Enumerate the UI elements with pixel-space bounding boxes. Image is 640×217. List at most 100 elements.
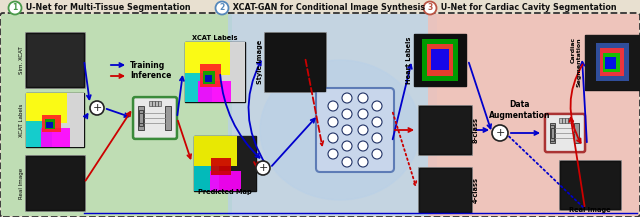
Text: Heart Labels: Heart Labels [406, 36, 412, 84]
Text: XCAT Labels: XCAT Labels [192, 35, 237, 41]
Circle shape [342, 93, 352, 103]
Text: XCAT-GAN for Conditional Image Synthesis: XCAT-GAN for Conditional Image Synthesis [230, 3, 425, 13]
Bar [166, 110, 170, 126]
Bar [200, 64, 221, 87]
Bar [419, 168, 471, 212]
Circle shape [342, 141, 352, 151]
Bar [600, 48, 624, 76]
Text: Style Image: Style Image [257, 40, 263, 84]
Text: Data
Augmentation: Data Augmentation [489, 100, 551, 120]
FancyBboxPatch shape [316, 88, 394, 172]
Bar [422, 39, 458, 81]
Text: +: + [495, 128, 505, 138]
Bar [584, 35, 639, 89]
Circle shape [372, 133, 382, 143]
Circle shape [358, 93, 368, 103]
Circle shape [342, 109, 352, 119]
Bar [26, 93, 84, 147]
Circle shape [256, 161, 270, 175]
Bar [45, 122, 52, 128]
Circle shape [358, 109, 368, 119]
Bar [414, 34, 466, 86]
Circle shape [424, 2, 436, 15]
Bar [419, 106, 471, 154]
FancyBboxPatch shape [228, 14, 437, 216]
Text: 3: 3 [428, 3, 433, 13]
Bar [568, 118, 571, 123]
Bar [45, 120, 55, 129]
Bar [575, 125, 579, 141]
Bar [194, 166, 219, 191]
Circle shape [358, 125, 368, 135]
Bar [26, 93, 84, 147]
Bar [418, 105, 472, 155]
Text: XCAT Labels: XCAT Labels [19, 103, 24, 137]
Bar [264, 32, 326, 92]
Bar [427, 44, 453, 76]
Bar [562, 118, 565, 123]
Text: Cardiac
Segmentation: Cardiac Segmentation [572, 37, 582, 87]
Bar [155, 101, 158, 107]
Circle shape [216, 2, 228, 15]
Bar [205, 75, 212, 82]
Bar [559, 118, 562, 123]
Ellipse shape [260, 60, 420, 200]
Text: Predicted Map: Predicted Map [198, 189, 252, 195]
Bar [265, 33, 325, 91]
Circle shape [372, 117, 382, 127]
Text: 1: 1 [12, 3, 18, 13]
Text: U-Net for Multi-Tissue Segmentation: U-Net for Multi-Tissue Segmentation [23, 3, 191, 13]
Bar [194, 135, 256, 191]
Bar [431, 49, 449, 70]
Circle shape [342, 157, 352, 167]
Text: Inference: Inference [130, 71, 172, 81]
Bar [185, 42, 230, 75]
Bar [25, 155, 85, 211]
Bar [211, 158, 231, 175]
Bar [139, 110, 143, 126]
Bar [595, 43, 628, 81]
Circle shape [358, 141, 368, 151]
Bar [194, 135, 237, 166]
Bar [26, 93, 67, 123]
Bar [209, 171, 241, 191]
Circle shape [342, 125, 352, 135]
Bar [551, 128, 554, 138]
Bar [605, 57, 616, 69]
Bar [560, 161, 620, 209]
Bar [26, 121, 52, 147]
Text: Sim. XCAT: Sim. XCAT [19, 46, 24, 74]
Bar [418, 167, 472, 213]
Bar [148, 101, 152, 107]
Bar [42, 115, 61, 132]
Bar [165, 107, 171, 130]
Bar [185, 42, 245, 102]
FancyBboxPatch shape [1, 14, 232, 216]
Bar [604, 53, 620, 72]
Text: Training: Training [130, 61, 165, 69]
Circle shape [90, 101, 104, 115]
Text: 2: 2 [220, 3, 225, 13]
Circle shape [492, 125, 508, 141]
Text: +: + [92, 103, 102, 113]
Circle shape [328, 149, 338, 159]
Bar [158, 101, 161, 107]
Bar [550, 123, 555, 143]
Circle shape [372, 101, 382, 111]
Bar [166, 113, 170, 123]
Bar [26, 33, 84, 87]
Text: 8-class: 8-class [473, 117, 479, 143]
Circle shape [328, 101, 338, 111]
Bar [203, 71, 215, 84]
Text: Real Image: Real Image [19, 168, 24, 199]
Bar [575, 128, 578, 138]
Text: +: + [259, 163, 268, 173]
FancyBboxPatch shape [133, 97, 177, 139]
Bar [574, 123, 579, 143]
Text: Real Image: Real Image [569, 207, 611, 213]
Circle shape [372, 149, 382, 159]
Circle shape [358, 157, 368, 167]
Bar [198, 81, 231, 102]
Bar [584, 35, 639, 89]
Bar [185, 73, 212, 102]
